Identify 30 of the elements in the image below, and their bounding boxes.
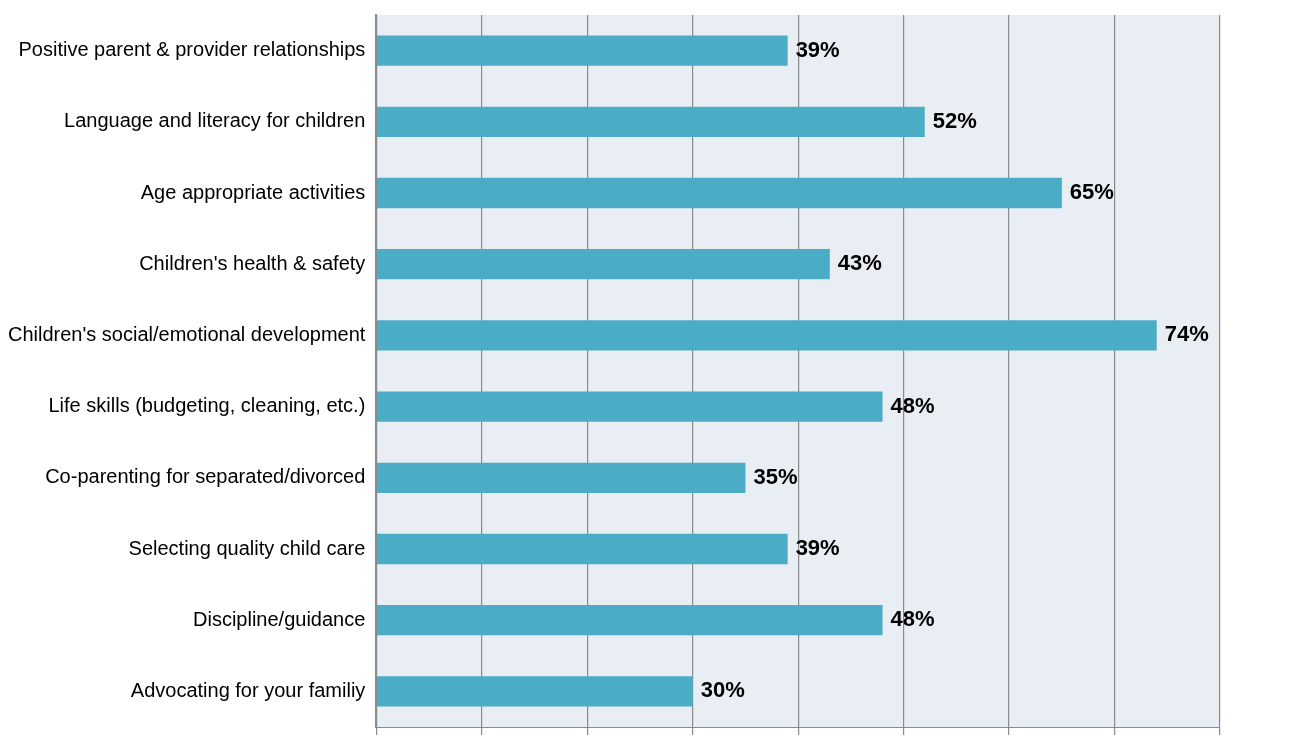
bar (376, 462, 746, 493)
data-label: 65% (1069, 179, 1114, 205)
data-label: 30% (700, 677, 745, 703)
data-label: 35% (753, 463, 798, 489)
y-tick-label: Language and literacy for children (64, 109, 366, 132)
data-label: 39% (795, 36, 840, 62)
y-tick-label: Advocating for your familiy (130, 678, 366, 701)
data-label: 48% (890, 606, 935, 632)
y-tick-label: Co-parenting for separated/divorced (45, 465, 366, 488)
y-tick-label: Life skills (budgeting, cleaning, etc.) (48, 394, 366, 417)
bar (376, 533, 788, 565)
bar (376, 177, 1062, 209)
bar (376, 106, 925, 137)
data-label: 39% (795, 535, 840, 561)
bar (376, 320, 1157, 351)
data-label: 52% (932, 107, 977, 133)
data-label: 74% (1164, 321, 1209, 347)
data-label: 48% (890, 392, 935, 418)
y-tick-label: Discipline/guidance (193, 607, 366, 630)
y-tick-label: Age appropriate activities (140, 180, 366, 203)
y-tick-label: Positive parent & provider relationships (18, 38, 366, 61)
bar (376, 605, 883, 636)
data-label: 43% (837, 250, 882, 276)
y-tick-label: Selecting quality child care (128, 536, 366, 559)
bar (376, 249, 830, 280)
bar (376, 391, 883, 422)
bar (376, 35, 788, 66)
bar (376, 676, 693, 707)
y-tick-label: Children's social/emotional development (8, 322, 366, 345)
y-tick-label: Children's health & safety (139, 251, 366, 274)
